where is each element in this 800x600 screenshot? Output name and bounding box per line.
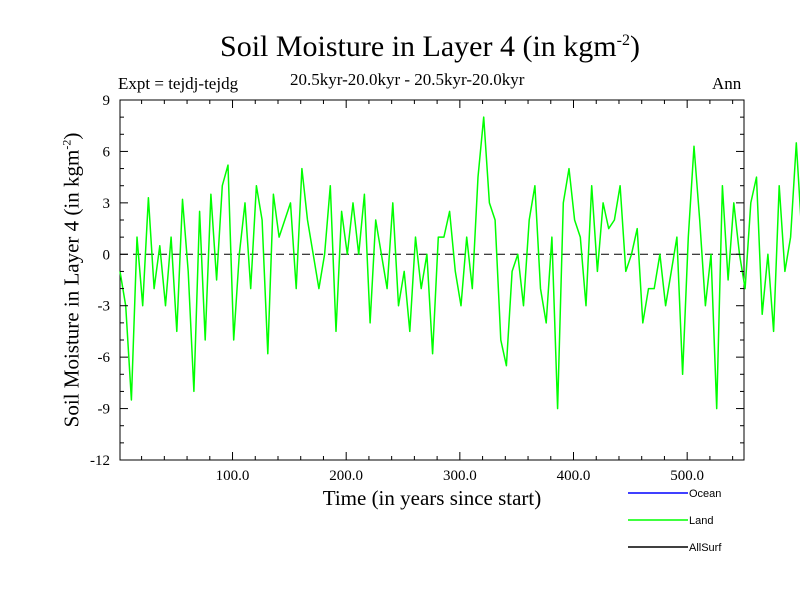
y-tick-label: -9 — [98, 402, 111, 418]
y-tick-label: 9 — [103, 93, 111, 109]
x-tick-label: 100.0 — [216, 468, 250, 484]
y-tick-label: -3 — [98, 299, 111, 315]
series-line-land — [119, 116, 800, 410]
plot-frame — [119, 99, 745, 461]
chart-title: Soil Moisture in Layer 4 (in kgm-2) — [0, 30, 800, 64]
legend-label-allsurf: AllSurf — [689, 542, 722, 554]
chart-title-text: Soil Moisture in Layer 4 (in kgm — [220, 30, 617, 63]
chart-subtitle: 20.5kyr-20.0kyr - 20.5kyr-20.0kyr — [290, 70, 525, 89]
legend-label-land: Land — [689, 515, 713, 527]
x-tick-label: 400.0 — [557, 468, 591, 484]
y-tick-label: 0 — [103, 247, 111, 263]
x-tick-label: 500.0 — [670, 468, 704, 484]
y-tick-label: -12 — [90, 453, 110, 469]
y-tick-label: -6 — [98, 350, 111, 366]
y-tick-label: 3 — [103, 196, 111, 212]
y-tick-label: 6 — [103, 144, 111, 160]
chart-title-sup: -2 — [616, 32, 630, 49]
chart-title-end: ) — [629, 30, 640, 63]
expt-label: Expt = tejdj-tejdg — [118, 74, 239, 93]
x-axis-label: Time (in years since start) — [322, 486, 542, 510]
x-tick-label: 200.0 — [329, 468, 363, 484]
season-label: Ann — [712, 74, 742, 93]
x-tick-label: 300.0 — [443, 468, 477, 484]
legend-label-ocean: Ocean — [689, 488, 721, 500]
